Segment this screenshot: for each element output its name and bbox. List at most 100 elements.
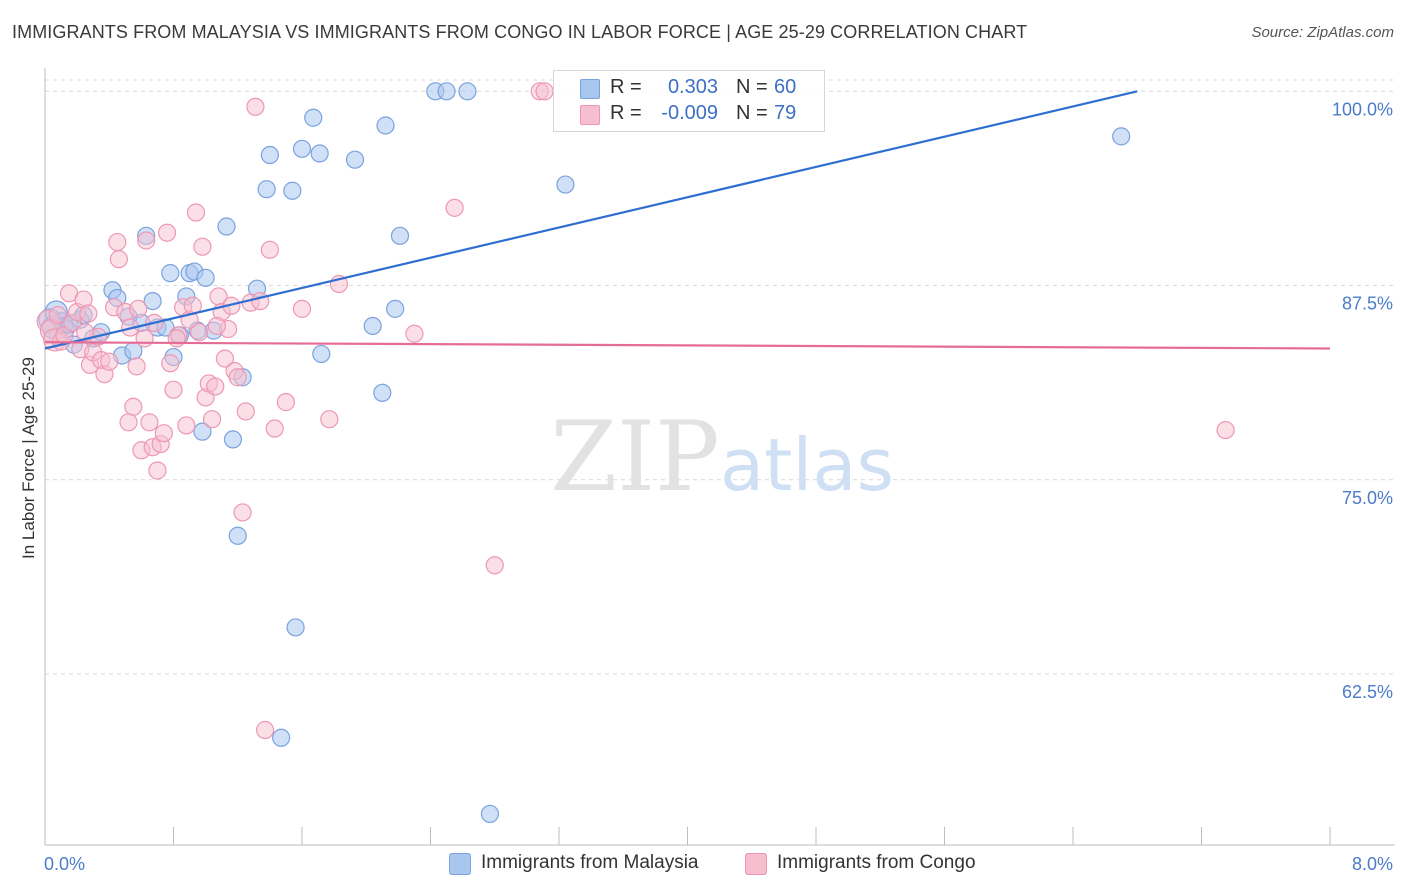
malaysia-point — [480, 804, 500, 824]
legend-label-malaysia: Immigrants from Malaysia — [481, 852, 699, 873]
congo-point — [405, 324, 424, 343]
malaysia-point — [556, 175, 575, 194]
malaysia-point — [257, 180, 276, 199]
congo-point — [236, 402, 255, 421]
congo-point — [124, 397, 143, 416]
congo-point — [251, 292, 270, 311]
trend-lines — [44, 90, 1331, 350]
malaysia-point — [193, 422, 212, 441]
malaysia-point — [272, 728, 291, 747]
congo-trend-line — [44, 341, 1331, 350]
source-label: Source: ZipAtlas.com — [1251, 24, 1394, 41]
series-congo-points — [36, 82, 1235, 740]
malaysia-point — [1112, 127, 1131, 146]
malaysia-point — [196, 268, 215, 287]
congo-point — [246, 97, 265, 116]
watermark: ZIP atlas — [550, 401, 894, 513]
axes — [44, 68, 1395, 846]
malaysia-point — [310, 144, 329, 163]
malaysia-point — [217, 217, 236, 236]
malaysia-point — [286, 618, 305, 637]
malaysia-point — [312, 344, 331, 364]
malaysia-point — [458, 82, 477, 101]
y-tick-label: 75.0% — [1342, 488, 1393, 508]
congo-point — [186, 203, 206, 222]
malaysia-trend-line — [44, 90, 1138, 350]
congo-point — [193, 237, 212, 256]
y-axis-label: In Labor Force | Age 25-29 — [19, 357, 38, 559]
malaysia-point — [390, 226, 410, 245]
congo-point — [177, 416, 196, 435]
legend-n-label: N = — [736, 102, 768, 124]
stats-legend: R = 0.303 N = 60 R = -0.009 N = 79 — [553, 70, 825, 132]
congo-point — [190, 323, 209, 342]
malaysia-point — [161, 264, 180, 283]
congo-point — [148, 461, 167, 480]
legend-swatch-malaysia — [449, 853, 471, 875]
legend-label-congo: Immigrants from Congo — [777, 852, 976, 873]
legend-n-value-congo: 79 — [774, 102, 797, 124]
congo-point — [48, 305, 67, 325]
congo-point — [260, 240, 279, 259]
malaysia-point — [143, 292, 162, 311]
congo-point — [140, 413, 159, 432]
y-tick-label: 100.0% — [1332, 99, 1393, 119]
malaysia-point — [283, 181, 302, 200]
malaysia-point — [437, 82, 456, 101]
congo-point — [207, 316, 226, 336]
congo-point — [167, 329, 186, 348]
malaysia-point — [345, 150, 365, 169]
malaysia-point — [260, 145, 279, 165]
congo-point — [233, 503, 252, 522]
legend-r-value-malaysia: 0.303 — [667, 76, 718, 98]
congo-point — [119, 413, 138, 432]
y-tick-label: 87.5% — [1342, 294, 1393, 314]
watermark-zip: ZIP — [550, 401, 719, 513]
malaysia-point — [223, 430, 243, 449]
congo-point — [127, 357, 146, 376]
congo-point — [228, 368, 247, 387]
congo-point — [276, 393, 296, 412]
congo-point — [215, 349, 234, 368]
congo-point — [320, 410, 339, 429]
congo-point — [135, 329, 154, 348]
congo-point — [164, 380, 183, 399]
x-tick-label-min: 0.0% — [44, 854, 85, 874]
legend-n-label: N = — [736, 76, 768, 98]
congo-point — [292, 299, 312, 318]
congo-point — [129, 299, 148, 318]
legend-r-label: R = — [610, 76, 642, 98]
legend-r-value-congo: -0.009 — [661, 102, 718, 124]
tick-labels: 100.0% 87.5% 75.0% 62.5% 0.0% 8.0% — [44, 99, 1393, 874]
legend-swatch-congo — [745, 853, 767, 875]
malaysia-point — [386, 299, 405, 318]
congo-point — [485, 556, 504, 575]
congo-point — [202, 410, 222, 429]
malaysia-point — [363, 316, 382, 336]
series-legend: Immigrants from Malaysia Immigrants from… — [0, 852, 1406, 878]
congo-point — [137, 231, 156, 250]
legend-swatch-malaysia — [580, 79, 600, 99]
x-tick-label-max: 8.0% — [1352, 854, 1393, 874]
chart-title: IMMIGRANTS FROM MALAYSIA VS IMMIGRANTS F… — [12, 22, 1028, 42]
legend-n-value-malaysia: 60 — [774, 76, 797, 98]
malaysia-point — [304, 108, 323, 127]
malaysia-point — [376, 116, 395, 135]
y-tick-label: 62.5% — [1342, 682, 1393, 702]
congo-point — [109, 250, 128, 269]
congo-point — [79, 304, 98, 323]
congo-point — [445, 198, 464, 217]
malaysia-point — [228, 526, 247, 545]
congo-point — [100, 352, 119, 371]
congo-point — [154, 424, 173, 443]
congo-point — [535, 82, 554, 101]
congo-point — [255, 720, 275, 740]
congo-point — [76, 323, 95, 342]
congo-point — [206, 377, 225, 396]
malaysia-point — [292, 139, 312, 158]
congo-point — [1216, 420, 1235, 440]
watermark-atlas: atlas — [720, 423, 894, 507]
malaysia-point — [373, 383, 392, 402]
legend-swatch-congo — [580, 105, 600, 125]
